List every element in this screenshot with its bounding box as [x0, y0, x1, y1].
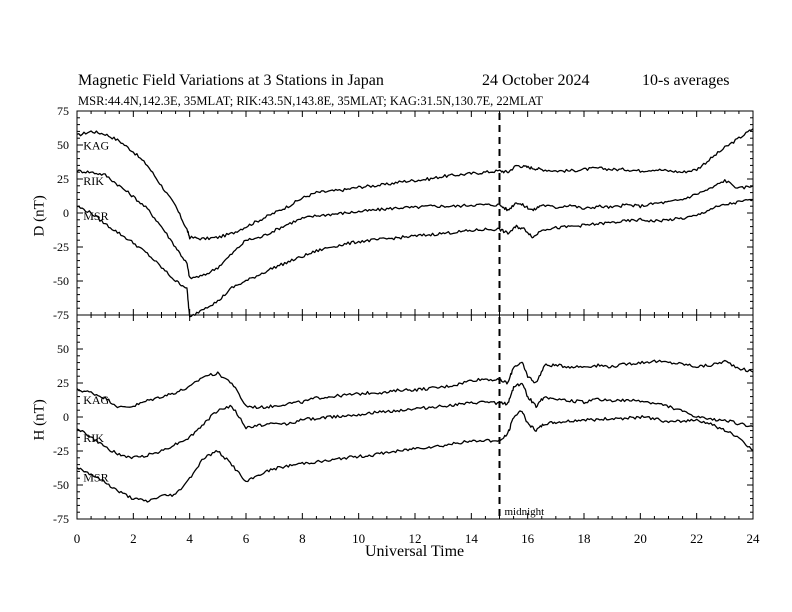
y-tick-label: -25: [53, 240, 69, 254]
stations-subtitle: MSR:44.4N,142.3E, 35MLAT; RIK:43.5N,143.…: [78, 94, 543, 108]
y-tick-label: -50: [53, 478, 69, 492]
y-tick-label: 50: [57, 138, 69, 152]
series-line-kag: [76, 128, 754, 241]
x-tick-label: 22: [690, 531, 703, 546]
series-line-msr: [76, 198, 754, 318]
x-tick-label: 20: [634, 531, 647, 546]
series-label-kag: KAG: [83, 138, 109, 152]
chart-title: Magnetic Field Variations at 3 Stations …: [78, 72, 384, 89]
series-label-rik: RIK: [83, 431, 104, 445]
x-tick-label: 8: [299, 531, 306, 546]
y-tick-label: 25: [57, 172, 69, 186]
series-line-kag: [76, 359, 754, 410]
x-tick-label: 6: [243, 531, 250, 546]
y-tick-label: -25: [53, 444, 69, 458]
x-tick-label: 24: [747, 531, 761, 546]
series-label-msr: MSR: [83, 209, 108, 223]
x-tick-label: 4: [186, 531, 193, 546]
y-tick-label: 25: [57, 376, 69, 390]
midnight-label: midnight: [505, 506, 545, 518]
x-tick-label: 18: [578, 531, 591, 546]
y-tick-label: -50: [53, 274, 69, 288]
x-tick-label: 16: [521, 531, 535, 546]
series-line-rik: [76, 169, 754, 280]
y-tick-label: -75: [53, 512, 69, 526]
y-tick-label: -75: [53, 308, 69, 322]
y-tick-label: 50: [57, 342, 69, 356]
x-axis-label: Universal Time: [365, 543, 465, 560]
x-tick-label: 14: [465, 531, 479, 546]
chart-date: 24 October 2024: [482, 72, 590, 89]
series-label-kag: KAG: [83, 393, 109, 407]
y-tick-label: 0: [63, 206, 69, 220]
x-tick-label: 2: [130, 531, 137, 546]
x-tick-label: 12: [409, 531, 422, 546]
x-tick-label: 0: [74, 531, 81, 546]
x-tick-label: 10: [352, 531, 365, 546]
series-line-rik: [76, 382, 754, 460]
y-tick-label: 0: [63, 410, 69, 424]
chart-averaging: 10-s averages: [642, 72, 730, 89]
y-tick-label: 75: [57, 104, 69, 118]
series-label-msr: MSR: [83, 470, 108, 484]
series-label-rik: RIK: [83, 174, 104, 188]
series-line-msr: [76, 410, 754, 503]
